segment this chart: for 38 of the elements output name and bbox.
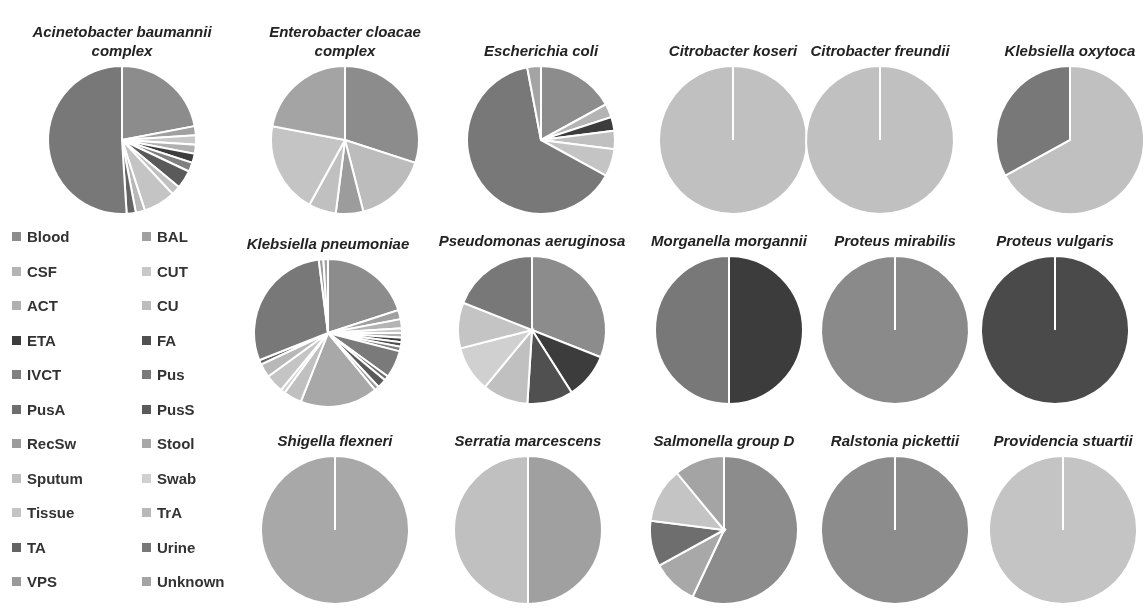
legend-label: CUT: [157, 262, 188, 280]
chart-title: Serratia marcescens: [453, 431, 603, 450]
chart-title: Citrobacter freundii: [809, 41, 951, 60]
legend-label: Swab: [157, 469, 197, 487]
chart-title: Citrobacter koseri: [667, 41, 799, 60]
legend-label: ACT: [27, 297, 58, 314]
chart-title: Proteus mirabilis: [833, 231, 957, 250]
chart-title: Klebsiella pneumoniae: [245, 234, 411, 253]
legend-label: IVCT: [27, 366, 62, 383]
legend-label: PusA: [27, 400, 66, 418]
legend-label: RecSw: [27, 435, 77, 452]
chart-title: Salmonella group D: [652, 431, 796, 450]
chart-title: Morganella morgannii: [650, 231, 808, 250]
legend-label: Sputum: [27, 469, 83, 487]
legend-label: ETA: [27, 331, 56, 349]
legend-label: Pus: [157, 366, 185, 383]
legend-label: TA: [27, 538, 46, 556]
chart-title: Ralstonia pickettii: [829, 431, 961, 450]
chart-title: Acinetobacter baumannii complex: [31, 22, 213, 60]
legend-label: CSF: [27, 262, 57, 280]
legend-label: Unknown: [157, 573, 225, 590]
legend-label: Urine: [157, 538, 196, 556]
chart-title: Klebsiella oxytoca: [1003, 41, 1137, 60]
legend-label: CU: [157, 297, 179, 314]
chart-title: Enterobacter cloacae complex: [268, 22, 422, 60]
legend-label: Stool: [157, 435, 195, 452]
chart-title: Proteus vulgaris: [995, 231, 1115, 250]
chart-title: Providencia stuartii: [992, 431, 1134, 450]
chart-title: Pseudomonas aeruginosa: [437, 231, 627, 250]
legend-label: Blood: [27, 228, 70, 245]
legend-label: Tissue: [27, 504, 75, 521]
legend-label: BAL: [157, 228, 188, 245]
legend-label: PusS: [157, 400, 195, 418]
legend-label: TrA: [157, 504, 183, 521]
legend-label: VPS: [27, 573, 58, 590]
chart-title: Escherichia coli: [482, 41, 600, 60]
legend-label: FA: [157, 331, 177, 349]
chart-title: Shigella flexneri: [276, 431, 394, 450]
